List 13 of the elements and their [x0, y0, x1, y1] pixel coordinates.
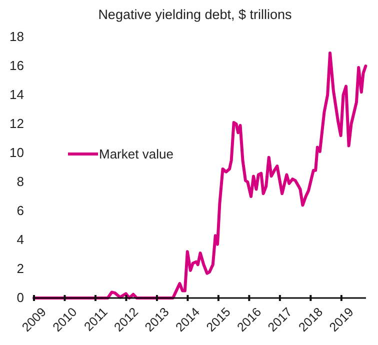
chart-title: Negative yielding debt, $ trillions — [98, 7, 292, 22]
y-tick-label: 18 — [10, 29, 24, 44]
y-tick-label: 4 — [16, 232, 24, 248]
y-tick-label: 0 — [16, 290, 24, 306]
y-tick-label: 16 — [10, 58, 24, 74]
line-series — [32, 51, 368, 300]
y-tick-label: 10 — [10, 145, 24, 160]
y-tick-label: 6 — [16, 203, 24, 218]
y-tick-label: 12 — [10, 116, 24, 132]
y-tick-label: 2 — [16, 261, 24, 276]
y-tick-label: 14 — [10, 87, 24, 102]
y-tick-label: 8 — [16, 174, 24, 190]
legend-label: Market value — [99, 146, 174, 162]
